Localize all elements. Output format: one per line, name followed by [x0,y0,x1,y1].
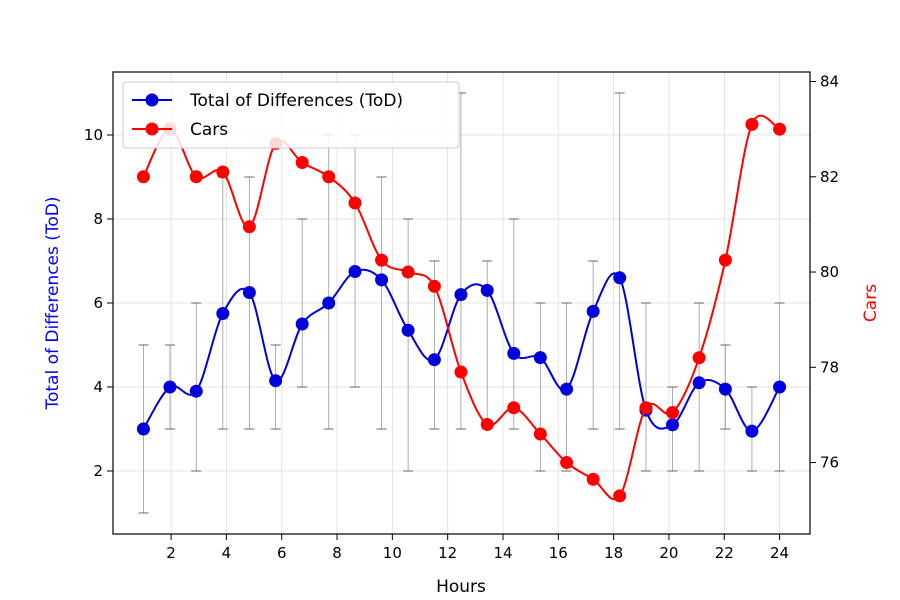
data-point-tod [136,422,150,436]
legend-label-cars: Cars [190,120,228,140]
data-point-cars [427,279,441,293]
x-tick-label: 18 [604,544,623,562]
y-left-tick-label: 2 [93,462,103,480]
x-tick-label: 22 [715,544,734,562]
data-point-tod [216,307,230,320]
legend: Total of Differences (ToD) Cars [122,81,460,149]
data-point-cars [560,456,574,470]
data-point-cars [242,220,256,234]
y-right-tick-label: 78 [820,358,839,376]
grid-lines [113,72,810,534]
data-point-tod [507,346,521,360]
data-point-tod [773,380,787,394]
data-point-tod [163,380,177,394]
legend-marker-tod [145,93,159,107]
data-point-cars [375,253,389,267]
data-point-cars [639,401,653,415]
data-point-cars [692,351,706,365]
data-point-cars [507,401,521,415]
data-point-cars [666,406,680,420]
y-left-tick-label: 4 [93,378,103,396]
y-right-tick-label: 84 [820,73,839,91]
data-point-tod [533,351,547,365]
data-point-cars [773,122,787,136]
y-axis-left: 2 4 6 8 10 [84,126,113,480]
x-tick-label: 2 [166,544,176,562]
data-point-cars [454,365,468,379]
x-tick-label: 24 [770,544,789,562]
data-point-cars [533,427,547,441]
data-point-cars [480,417,494,431]
data-point-tod [718,382,732,396]
data-point-cars [136,170,150,184]
y-left-tick-label: 6 [93,294,103,312]
x-tick-label: 10 [383,544,402,562]
data-point-tod [613,271,627,285]
data-point-cars [745,117,759,131]
data-point-tod [560,382,574,396]
data-point-cars [216,165,230,179]
data-point-tod [454,288,468,302]
data-point-cars [348,196,362,210]
data-point-tod [586,304,600,318]
x-tick-label: 14 [493,544,512,562]
data-point-cars [189,170,203,184]
data-point-tod [348,265,362,278]
data-point-cars [322,170,336,184]
x-tick-label: 4 [222,544,232,562]
x-tick-label: 16 [549,544,568,562]
y-right-tick-label: 76 [820,454,839,472]
data-point-tod [692,376,706,390]
data-point-tod [745,424,759,438]
data-point-tod [666,418,680,432]
legend-label-tod: Total of Differences (ToD) [189,91,403,111]
data-point-tod [269,374,283,388]
data-point-cars [295,155,309,169]
data-point-tod [242,286,256,299]
x-tick-label: 12 [438,544,457,562]
x-axis: 2 4 6 8 10 12 14 16 18 20 22 24 [166,534,789,562]
data-point-tod [189,384,203,398]
x-tick-label: 8 [332,544,342,562]
data-point-tod [401,323,415,337]
x-axis-title: Hours [436,577,486,597]
x-tick-label: 20 [659,544,678,562]
data-point-tod [375,273,389,287]
data-point-tod [480,283,494,297]
data-point-tod [322,296,336,310]
y-right-tick-label: 80 [820,263,839,281]
y-left-tick-label: 8 [93,210,103,228]
data-point-cars [586,472,600,486]
data-point-tod [427,353,441,367]
y-axis-right: 76 78 80 82 84 [810,73,839,472]
legend-box [122,81,460,149]
y-right-tick-label: 82 [820,168,839,186]
data-point-cars [401,265,415,279]
y-axis-title-right: Cars [861,284,881,322]
data-point-cars [613,489,627,503]
legend-marker-cars [145,122,159,136]
y-left-tick-label: 10 [84,126,103,144]
x-tick-label: 6 [277,544,287,562]
data-point-tod [295,317,309,331]
data-point-cars [718,253,732,267]
y-axis-title-left: Total of Differences (ToD) [43,196,63,410]
